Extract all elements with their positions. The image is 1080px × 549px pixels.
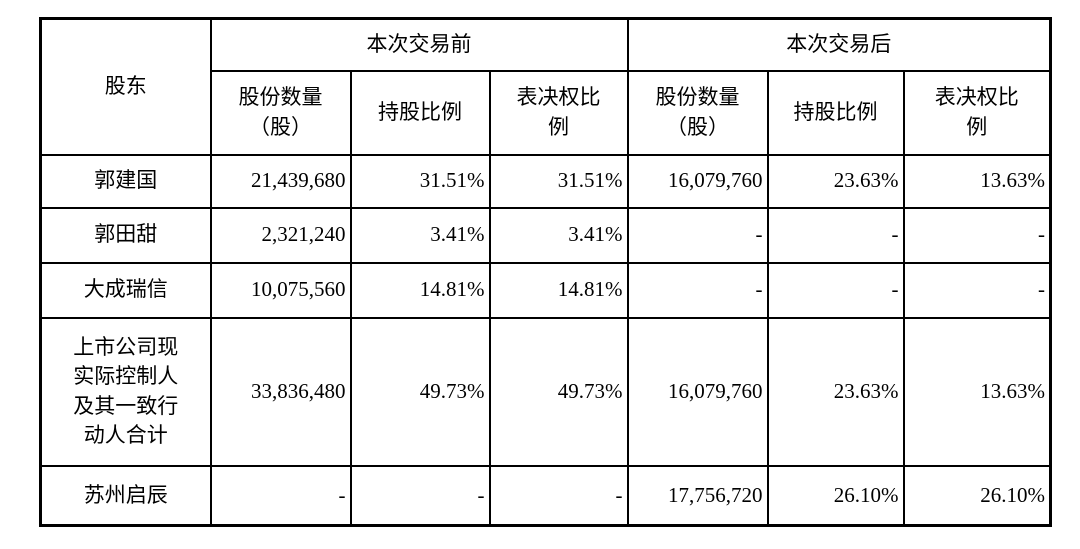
table-cell: - — [209, 464, 352, 527]
table-row-actual-controller-total: 上市公司现 实际控制人 及其一致行 动人合计 33,836,480 49.73%… — [39, 316, 1052, 467]
table-cell: 13.63% — [902, 316, 1052, 467]
corner-header-shareholder: 股东 — [39, 17, 212, 156]
table-cell: 26.10% — [902, 464, 1052, 527]
table-cell: 14.81% — [349, 261, 491, 319]
table-cell: 10,075,560 — [209, 261, 352, 319]
row-name-cell: 郭田甜 — [39, 206, 212, 264]
table-row-guo-tiantian: 郭田甜 2,321,240 3.41% 3.41% - - - — [39, 206, 1052, 264]
table-cell: 2,321,240 — [209, 206, 352, 264]
subheader-shares-after: 股份数量 （股） — [626, 69, 769, 156]
subheader-shares-before: 股份数量 （股） — [209, 69, 352, 156]
table-cell: - — [766, 206, 905, 264]
table-row-guo-jianguo: 郭建国 21,439,680 31.51% 31.51% 16,079,760 … — [39, 153, 1052, 209]
table-cell: 14.81% — [488, 261, 629, 319]
table-cell: 31.51% — [488, 153, 629, 209]
table-cell: 23.63% — [766, 153, 905, 209]
table-row-dacheng-ruixin: 大成瑞信 10,075,560 14.81% 14.81% - - - — [39, 261, 1052, 319]
row-name-cell: 大成瑞信 — [39, 261, 212, 319]
table-cell: 49.73% — [488, 316, 629, 467]
subheader-voting-ratio-before: 表决权比 例 — [488, 69, 629, 156]
group-header-after-transaction: 本次交易后 — [626, 17, 1052, 72]
header-row-groups: 股东 本次交易前 本次交易后 — [39, 17, 1052, 156]
table-cell: - — [902, 206, 1052, 264]
table-cell: 31.51% — [349, 153, 491, 209]
row-name-cell: 上市公司现 实际控制人 及其一致行 动人合计 — [39, 316, 212, 467]
table-cell: - — [349, 464, 491, 527]
table-cell: 21,439,680 — [209, 153, 352, 209]
table-cell: 49.73% — [349, 316, 491, 467]
header-row-subcolumns: 股份数量 （股） 持股比例 表决权比 例 股份数量 （股） 持股比例 表决权比 … — [41, 69, 1052, 156]
subheader-holding-ratio-before: 持股比例 — [349, 69, 491, 156]
subheader-holding-ratio-after: 持股比例 — [766, 69, 905, 156]
table-cell: 17,756,720 — [626, 464, 769, 527]
table-row-suzhou-qichen: 苏州启辰 - - - 17,756,720 26.10% 26.10% — [39, 464, 1052, 527]
table-cell: 16,079,760 — [626, 153, 769, 209]
table-cell: 23.63% — [766, 316, 905, 467]
table-cell: 3.41% — [349, 206, 491, 264]
subheader-voting-ratio-after: 表决权比 例 — [902, 69, 1052, 156]
table-cell: - — [488, 464, 629, 527]
table-cell: 26.10% — [766, 464, 905, 527]
shareholding-table: 股东 本次交易前 本次交易后 股份数量 （股） 持股比例 表决权比 例 股份数量… — [39, 17, 1053, 527]
table-cell: 3.41% — [488, 206, 629, 264]
row-name-cell: 郭建国 — [39, 153, 212, 209]
table-cell: - — [902, 261, 1052, 319]
table-cell: - — [766, 261, 905, 319]
row-name-cell: 苏州启辰 — [39, 464, 212, 527]
table-cell: 33,836,480 — [209, 316, 352, 467]
table-cell: 16,079,760 — [626, 316, 769, 467]
group-header-before-transaction: 本次交易前 — [209, 17, 629, 72]
table-cell: 13.63% — [902, 153, 1052, 209]
table-cell: - — [626, 206, 769, 264]
table-cell: - — [626, 261, 769, 319]
